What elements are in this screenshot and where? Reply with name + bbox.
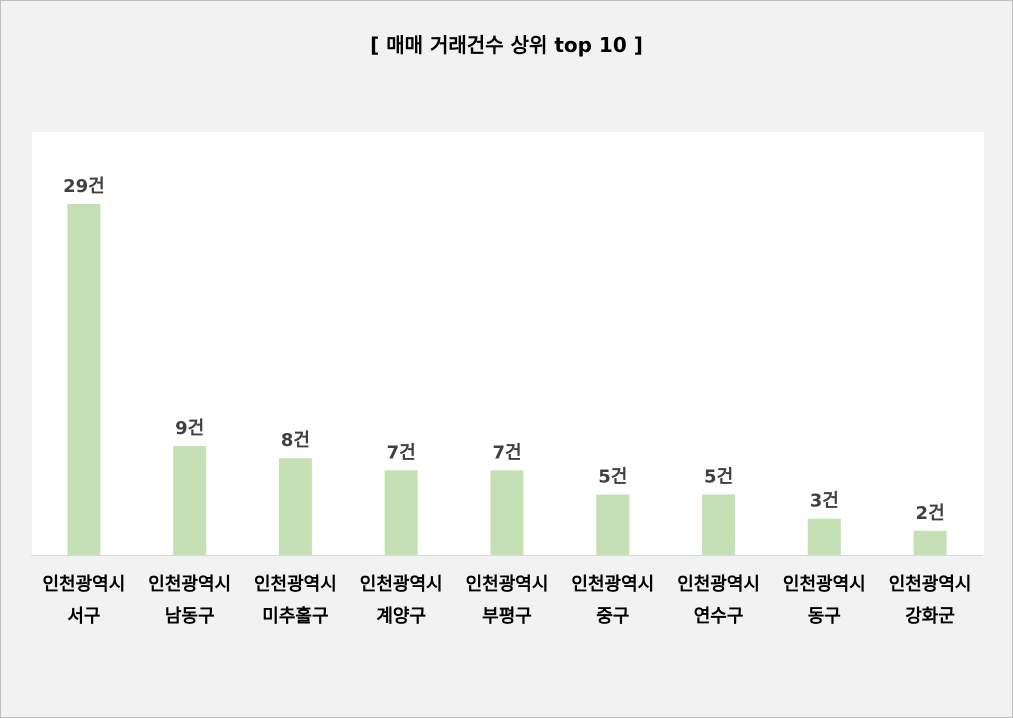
tick-label-2-line-1: 미추홀구 xyxy=(262,605,328,627)
bars-group xyxy=(67,204,947,555)
tick-label-5-line-0: 인천광역시 xyxy=(571,574,654,595)
bar-2 xyxy=(278,458,312,555)
bar-4 xyxy=(490,470,524,555)
value-labels-group: 29건 9건 8건 7건 7건 5건 5건 3건 2건 xyxy=(63,176,945,524)
value-label-3: 7건 xyxy=(387,442,416,463)
value-label-8: 2건 xyxy=(916,503,945,524)
bar-1 xyxy=(173,446,207,555)
value-label-5: 5건 xyxy=(598,467,627,488)
tick-label-6-line-1: 연수구 xyxy=(694,606,744,627)
tick-label-7-line-1: 동구 xyxy=(808,606,841,627)
value-label-7: 3건 xyxy=(810,491,839,512)
value-label-1: 9건 xyxy=(175,418,204,439)
tick-label-7-line-0: 인천광역시 xyxy=(783,574,866,595)
tick-label-5-line-1: 중구 xyxy=(596,606,629,627)
bar-5 xyxy=(596,494,630,555)
tick-label-0-line-1: 서구 xyxy=(67,606,100,627)
value-label-6: 5건 xyxy=(704,467,733,488)
bar-6 xyxy=(702,494,736,555)
bar-7 xyxy=(807,518,841,555)
value-label-4: 7건 xyxy=(492,442,521,463)
tick-label-0-line-0: 인천광역시 xyxy=(42,574,125,595)
bar-3 xyxy=(384,470,418,555)
tick-label-8-line-0: 인천광역시 xyxy=(889,574,972,595)
tick-label-3-line-0: 인천광역시 xyxy=(360,574,443,595)
bar-8 xyxy=(913,530,947,555)
tick-label-1-line-0: 인천광역시 xyxy=(148,574,231,595)
tick-label-3-line-1: 계양구 xyxy=(376,606,426,627)
chart-title: [ 매매 거래건수 상위 top 10 ] xyxy=(370,33,643,57)
value-label-2: 8건 xyxy=(281,430,310,451)
tick-label-4-line-1: 부평구 xyxy=(482,606,532,627)
tick-label-1-line-1: 남동구 xyxy=(165,606,215,627)
tick-label-6-line-0: 인천광역시 xyxy=(677,574,760,595)
value-label-0: 29건 xyxy=(63,176,105,197)
tick-label-2-line-0: 인천광역시 xyxy=(254,574,337,595)
tick-label-4-line-0: 인천광역시 xyxy=(466,574,549,595)
bar-0 xyxy=(67,204,101,555)
tick-label-8-line-1: 강화군 xyxy=(905,606,955,627)
